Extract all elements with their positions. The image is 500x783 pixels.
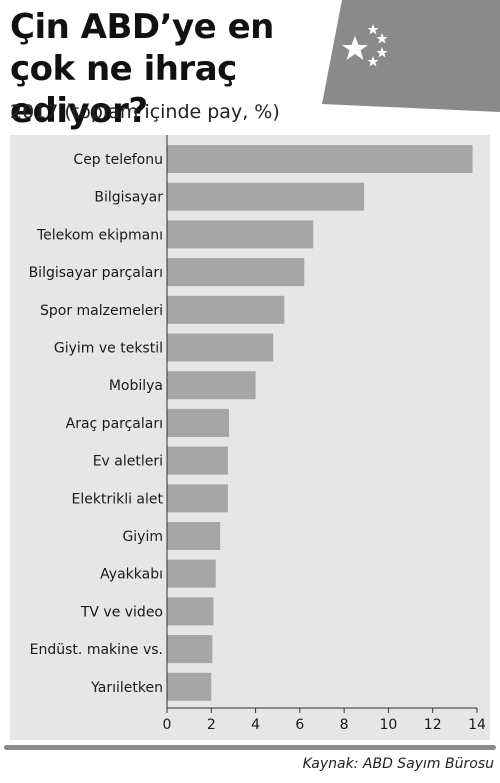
- bar: [167, 182, 365, 211]
- bar: [167, 295, 285, 324]
- bar: [167, 597, 214, 626]
- bar: [167, 484, 228, 513]
- china-flag-icon: [322, 0, 500, 112]
- x-tick-label: 6: [295, 717, 304, 733]
- category-label: Spor malzemeleri: [40, 303, 163, 319]
- flag-small-star: [376, 33, 388, 44]
- category-label: Telekom ekipmanı: [36, 227, 163, 243]
- bar: [167, 672, 212, 701]
- category-label: TV ve video: [80, 604, 163, 620]
- bar: [167, 333, 274, 362]
- bar: [167, 258, 305, 287]
- category-label: Ev aletleri: [93, 454, 163, 470]
- x-tick-label: 10: [380, 717, 398, 733]
- bar: [167, 635, 213, 664]
- x-tick-label: 0: [163, 717, 172, 733]
- bottom-rule: [4, 745, 496, 750]
- chart-title: Çin ABD’ye en çok ne ihraç ediyor?: [10, 7, 274, 131]
- flag-small-star: [367, 24, 379, 35]
- source-note: Kaynak: ABD Sayım Bürosu: [302, 756, 494, 772]
- bar: [167, 220, 314, 249]
- category-label: Giyim ve tekstil: [54, 341, 163, 357]
- category-label: Endüst. makine vs.: [30, 642, 163, 658]
- category-label: Yarıiletken: [90, 680, 163, 696]
- bar: [167, 522, 221, 550]
- bar: [167, 559, 216, 588]
- bar: [167, 408, 229, 437]
- category-label: Giyim: [122, 529, 163, 545]
- flag-small-star: [376, 47, 388, 58]
- x-tick-label: 2: [207, 717, 216, 733]
- category-label: Bilgisayar: [94, 190, 163, 206]
- flag-small-star: [367, 56, 379, 67]
- bar: [167, 371, 256, 400]
- flag-big-star: [342, 36, 368, 60]
- x-tick-label: 8: [340, 717, 349, 733]
- category-label: Cep telefonu: [73, 152, 163, 168]
- category-label: Elektrikli alet: [72, 491, 164, 507]
- category-label: Mobilya: [109, 378, 163, 394]
- bar: [167, 446, 228, 475]
- category-label: Bilgisayar parçaları: [29, 265, 163, 281]
- bar-chart: Cep telefonu Bilgisayar Telekom ekipmanı Bi…: [29, 135, 486, 733]
- category-label: Ayakkabı: [100, 567, 163, 583]
- chart-subtitle: 2017 (toplam içinde pay, %): [10, 101, 280, 123]
- x-tick-label: 12: [424, 717, 442, 733]
- category-label: Araç parçaları: [66, 416, 163, 432]
- x-tick-label: 4: [251, 717, 260, 733]
- chart-panel: Cep telefonu Bilgisayar Telekom ekipmanı Bi…: [10, 135, 490, 740]
- bar: [167, 145, 473, 173]
- x-tick-label: 14: [468, 717, 486, 733]
